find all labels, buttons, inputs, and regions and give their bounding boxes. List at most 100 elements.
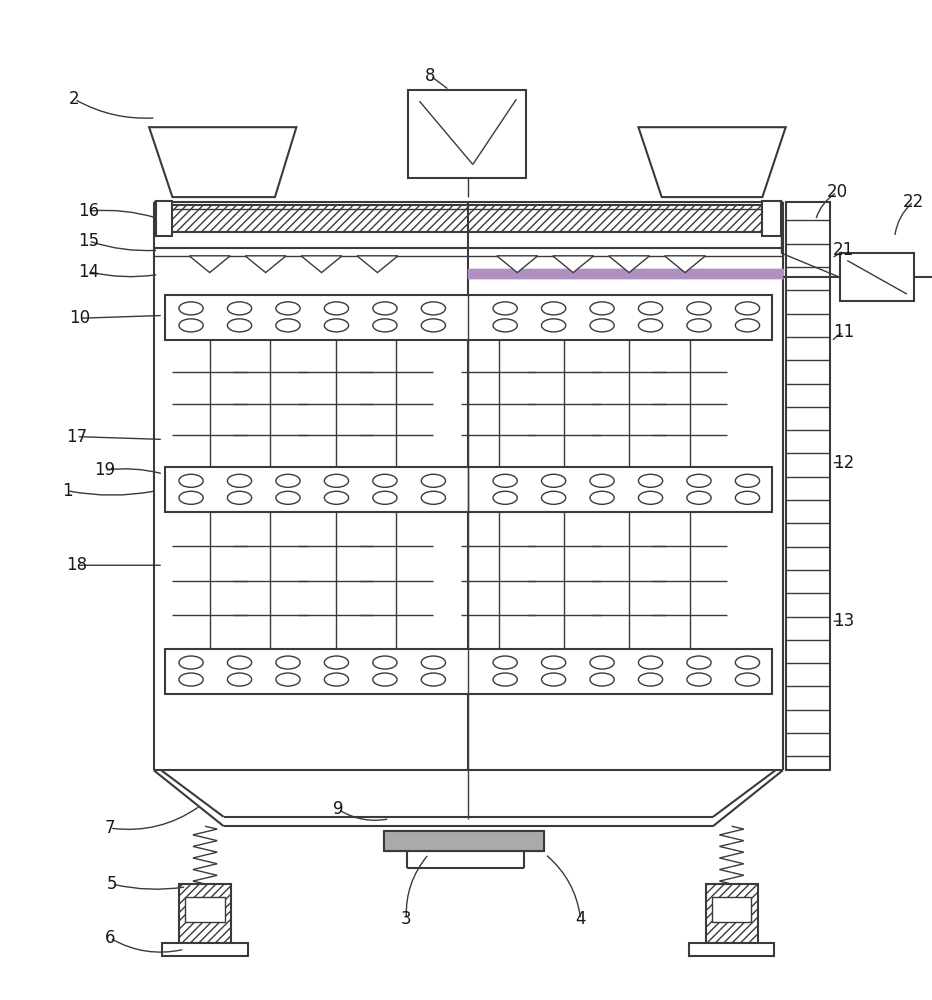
Bar [786, 202, 830, 770]
Ellipse shape [541, 673, 566, 686]
Ellipse shape [735, 474, 760, 487]
Ellipse shape [493, 319, 517, 332]
Ellipse shape [590, 491, 614, 504]
Text: 18: 18 [66, 556, 87, 574]
Bar [468, 269, 783, 278]
Text: 1: 1 [62, 482, 73, 500]
Ellipse shape [421, 474, 445, 487]
Bar [165, 467, 772, 512]
Ellipse shape [324, 319, 349, 332]
Text: 11: 11 [833, 323, 854, 341]
Ellipse shape [687, 474, 711, 487]
Ellipse shape [179, 491, 203, 504]
Ellipse shape [493, 302, 517, 315]
Ellipse shape [590, 319, 614, 332]
Ellipse shape [227, 491, 252, 504]
Polygon shape [665, 256, 706, 273]
Ellipse shape [638, 319, 663, 332]
Ellipse shape [227, 302, 252, 315]
Ellipse shape [179, 302, 203, 315]
Ellipse shape [735, 302, 760, 315]
Ellipse shape [687, 302, 711, 315]
Ellipse shape [421, 656, 445, 669]
Ellipse shape [590, 474, 614, 487]
Ellipse shape [687, 319, 711, 332]
Text: 2: 2 [69, 90, 80, 108]
Ellipse shape [179, 656, 203, 669]
Ellipse shape [276, 656, 300, 669]
Ellipse shape [179, 319, 203, 332]
Ellipse shape [373, 491, 397, 504]
Ellipse shape [324, 656, 349, 669]
Ellipse shape [421, 491, 445, 504]
Ellipse shape [324, 474, 349, 487]
Bar [689, 943, 774, 956]
Polygon shape [245, 256, 286, 273]
Polygon shape [301, 256, 342, 273]
Ellipse shape [324, 302, 349, 315]
Ellipse shape [687, 673, 711, 686]
Ellipse shape [735, 319, 760, 332]
Ellipse shape [421, 673, 445, 686]
Ellipse shape [373, 302, 397, 315]
Ellipse shape [735, 673, 760, 686]
Bar [165, 205, 772, 232]
Text: 16: 16 [78, 202, 99, 220]
Bar [162, 943, 248, 956]
Text: 22: 22 [903, 193, 924, 211]
Ellipse shape [541, 319, 566, 332]
Polygon shape [609, 256, 650, 273]
Ellipse shape [541, 656, 566, 669]
Ellipse shape [227, 673, 252, 686]
Ellipse shape [276, 319, 300, 332]
Polygon shape [638, 127, 786, 197]
Ellipse shape [638, 491, 663, 504]
Polygon shape [553, 256, 594, 273]
Polygon shape [189, 256, 230, 273]
Ellipse shape [493, 656, 517, 669]
Ellipse shape [373, 656, 397, 669]
Ellipse shape [179, 673, 203, 686]
Polygon shape [357, 256, 398, 273]
Bar [408, 90, 526, 178]
Ellipse shape [493, 474, 517, 487]
Ellipse shape [179, 474, 203, 487]
Ellipse shape [373, 474, 397, 487]
Ellipse shape [324, 491, 349, 504]
Text: 17: 17 [66, 428, 87, 446]
Ellipse shape [324, 673, 349, 686]
Bar [165, 649, 772, 694]
Ellipse shape [638, 673, 663, 686]
Bar [179, 884, 231, 943]
Polygon shape [497, 256, 538, 273]
Ellipse shape [687, 656, 711, 669]
Text: 12: 12 [833, 454, 854, 472]
Text: 14: 14 [78, 263, 99, 281]
Ellipse shape [590, 302, 614, 315]
Ellipse shape [735, 491, 760, 504]
Bar [185, 897, 225, 922]
Text: 4: 4 [575, 910, 586, 928]
Ellipse shape [421, 302, 445, 315]
Ellipse shape [493, 673, 517, 686]
Ellipse shape [638, 656, 663, 669]
Ellipse shape [590, 673, 614, 686]
Text: 9: 9 [333, 800, 344, 818]
Text: 7: 7 [104, 819, 116, 837]
Ellipse shape [638, 302, 663, 315]
Text: 13: 13 [833, 612, 854, 630]
Text: 8: 8 [425, 67, 436, 85]
Bar [706, 884, 758, 943]
Text: 3: 3 [401, 910, 412, 928]
Bar [840, 253, 914, 301]
Ellipse shape [276, 673, 300, 686]
Text: 6: 6 [104, 929, 116, 947]
Bar [165, 295, 772, 340]
Ellipse shape [373, 319, 397, 332]
Ellipse shape [227, 656, 252, 669]
Ellipse shape [493, 491, 517, 504]
Ellipse shape [638, 474, 663, 487]
Text: 21: 21 [833, 241, 854, 259]
Ellipse shape [421, 319, 445, 332]
Bar [712, 897, 751, 922]
